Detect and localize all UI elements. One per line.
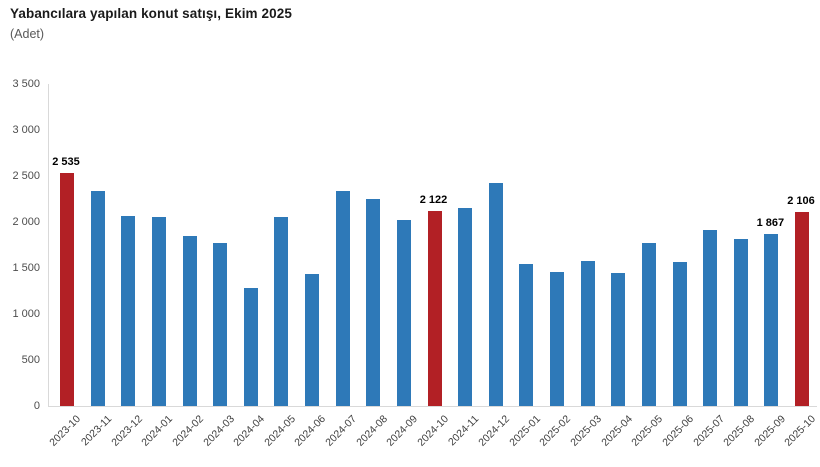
y-tick-label: 3 500 (12, 77, 40, 90)
x-axis-label: 2025-02 (537, 413, 574, 449)
y-tick-label: 0 (33, 399, 40, 412)
chart-title: Yabancılara yapılan konut satışı, Ekim 2… (10, 6, 292, 21)
chart-unit-label: (Adet) (10, 27, 45, 41)
bar (335, 190, 350, 406)
y-tick-label: 3 000 (12, 123, 40, 136)
x-axis-label: 2025-08 (721, 413, 758, 449)
bar (396, 220, 411, 406)
x-axis-label: 2025-05 (629, 413, 666, 449)
x-axis-label: 2025-09 (752, 413, 788, 449)
bar-highlighted (60, 172, 74, 406)
x-axis-label: 2024-09 (384, 413, 421, 449)
bar (366, 199, 381, 406)
x-axis-label: 2025-07 (690, 413, 727, 449)
y-tick-label: 2 000 (12, 215, 40, 228)
bar (121, 216, 136, 406)
bar (550, 271, 564, 406)
x-axis-label: 2024-06 (292, 413, 329, 449)
x-axis-label: 2025-06 (660, 413, 696, 449)
plot-area (48, 84, 817, 407)
y-tick-label: 1 000 (12, 307, 40, 320)
bar (733, 239, 748, 406)
bar-highlighted (795, 212, 809, 406)
bar (641, 243, 656, 406)
x-axis-label: 2025-03 (568, 413, 605, 449)
bar-value-label: 2 535 (52, 155, 80, 168)
bar-highlighted (427, 210, 442, 406)
x-axis-label: 2025-10 (782, 413, 819, 449)
x-axis-label: 2024-08 (353, 413, 390, 449)
x-axis-label: 2023-12 (108, 413, 145, 449)
y-tick-label: 2 500 (12, 169, 40, 182)
y-tick-label: 500 (21, 353, 40, 366)
x-axis-label: 2024-10 (415, 413, 451, 449)
x-axis-label: 2023-11 (78, 413, 115, 449)
bar (182, 235, 197, 406)
bar-value-label: 2 122 (419, 193, 448, 206)
x-axis-label: 2025-04 (598, 413, 635, 449)
x-axis-label: 2024-05 (262, 413, 298, 449)
bar (672, 261, 687, 406)
bar (305, 273, 319, 406)
bar (703, 230, 718, 406)
bar-value-label: 1 867 (756, 217, 785, 230)
x-axis-label: 2024-12 (476, 413, 513, 449)
x-axis-label: 2024-02 (170, 413, 206, 449)
x-axis-label: 2024-01 (139, 413, 176, 449)
bar (611, 272, 626, 406)
x-axis-label: 2024-11 (446, 413, 482, 449)
x-axis-label: 2024-07 (323, 413, 360, 449)
bar (519, 264, 534, 406)
x-axis-label: 2025-01 (507, 413, 543, 449)
x-axis-label: 2023-10 (47, 413, 84, 449)
x-axis-label: 2024-04 (231, 413, 268, 449)
bar (458, 208, 473, 406)
bar-value-label: 2 106 (787, 195, 815, 208)
y-tick-label: 1 500 (12, 261, 40, 274)
x-axis-label: 2024-03 (200, 413, 237, 449)
bar (488, 183, 503, 406)
bar (274, 217, 289, 406)
bar (764, 234, 779, 406)
bar (580, 260, 595, 406)
bar (151, 217, 166, 406)
bar (213, 243, 228, 406)
bar (243, 288, 258, 406)
bar (90, 190, 105, 406)
